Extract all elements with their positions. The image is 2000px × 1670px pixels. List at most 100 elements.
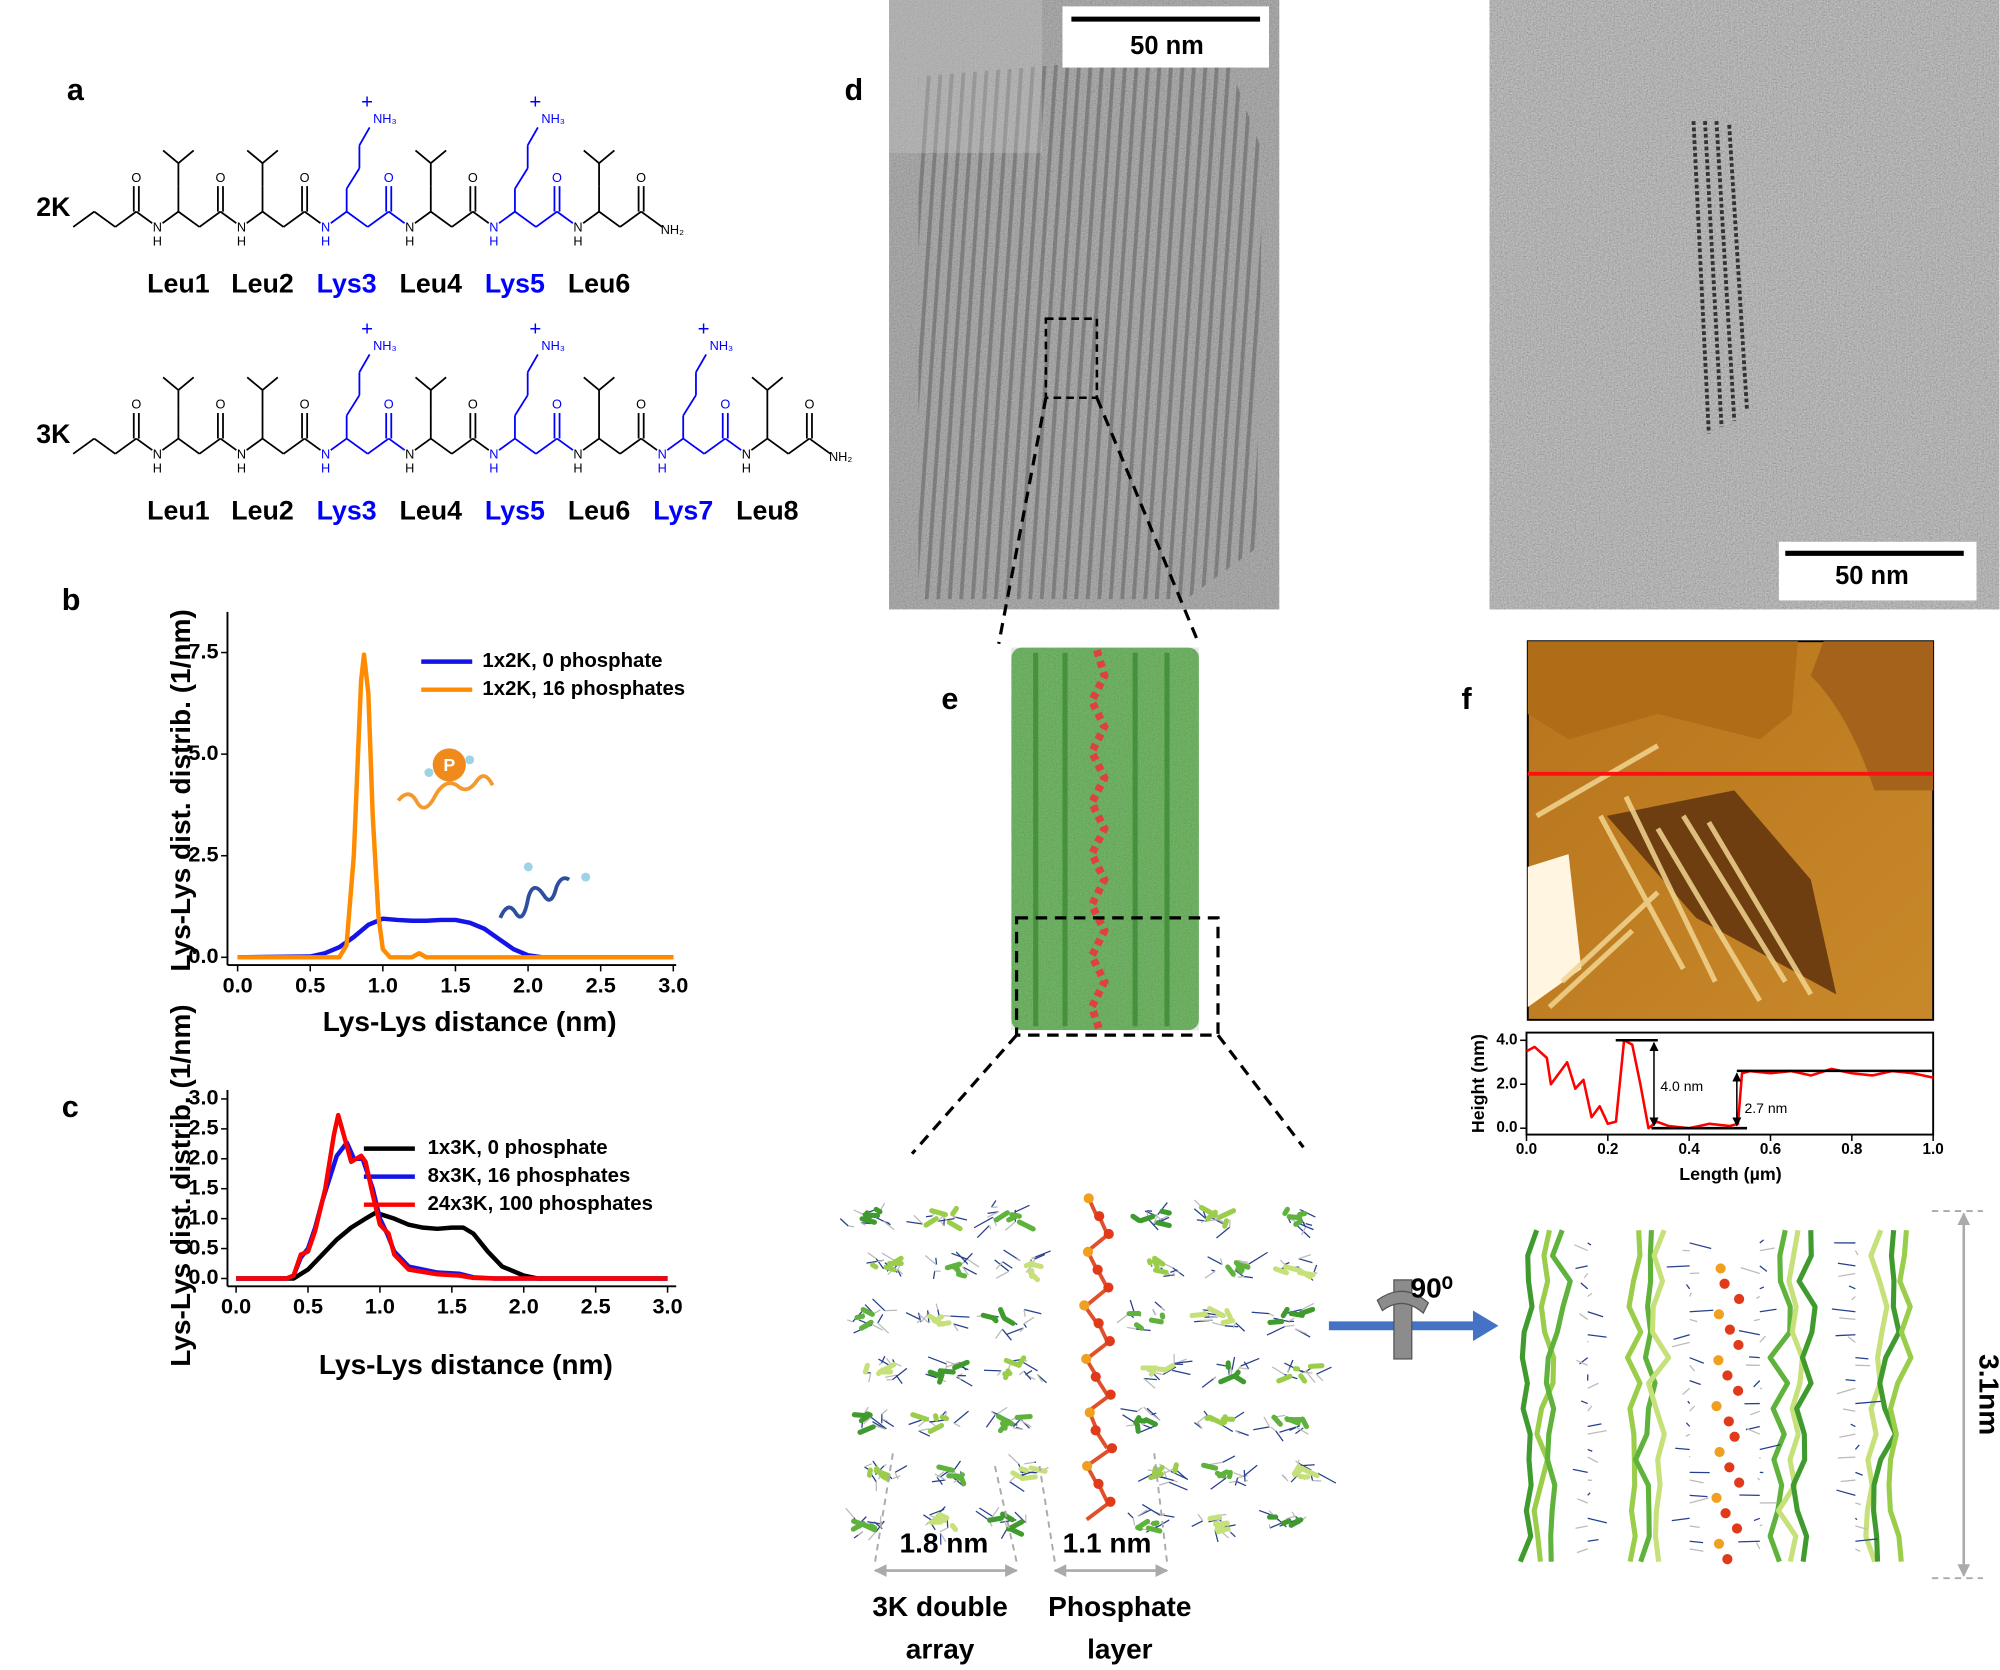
grey-stick	[881, 1252, 895, 1262]
green-stick	[1214, 1470, 1227, 1479]
bond	[766, 437, 789, 455]
grey-stick	[875, 1425, 885, 1430]
blue-stick	[1243, 1469, 1246, 1482]
green-stick	[1298, 1306, 1316, 1316]
atom-label: N	[742, 446, 751, 461]
y-tick-label: 0.5	[188, 1234, 218, 1259]
atom-label: +	[361, 92, 373, 114]
blue-stick	[867, 1521, 881, 1525]
lys-dot	[424, 768, 434, 777]
phosphate-atom	[1093, 1478, 1104, 1489]
green-stick	[1207, 1514, 1222, 1522]
atom-label: N	[573, 446, 582, 461]
blue-stick	[1855, 1471, 1863, 1476]
grey-stick	[1137, 1509, 1148, 1517]
blue-stick	[984, 1369, 1002, 1372]
green-stick	[857, 1424, 876, 1435]
green-stick	[952, 1263, 959, 1271]
panel-label: a	[67, 73, 85, 107]
atom-label: NH₃	[373, 111, 397, 126]
grey-stick	[1577, 1498, 1588, 1504]
bond	[72, 210, 95, 228]
blue-stick	[1222, 1455, 1236, 1463]
grey-stick	[962, 1266, 969, 1276]
blue-stick	[1174, 1360, 1193, 1364]
atom-label: O	[468, 397, 478, 412]
phosphate-atom	[1103, 1282, 1114, 1293]
x-tick-label: 1.0	[365, 1294, 395, 1319]
y-tick-label: 3.0	[188, 1085, 218, 1110]
structure-label: 3K	[36, 419, 71, 449]
grey-stick	[1235, 1430, 1241, 1435]
atom-mask	[571, 447, 585, 461]
y-tick-label: 7.5	[188, 638, 218, 663]
green-strand	[1543, 1229, 1573, 1562]
blue-stick	[1275, 1430, 1284, 1442]
green-stick	[1267, 1318, 1285, 1326]
grey-stick	[1579, 1313, 1589, 1320]
green-stick	[950, 1205, 959, 1217]
grey-stick	[1689, 1525, 1700, 1529]
chemical-structures: 2KO ONHLeu1ONHLeu2ONHNH₃+Lys3ONHLeu4ONHNH…	[36, 92, 852, 526]
grey-stick	[1271, 1366, 1285, 1375]
bond	[787, 437, 810, 455]
caption: layer	[1087, 1633, 1153, 1664]
zoom-line	[1095, 397, 1201, 645]
atom-label: O	[468, 170, 478, 185]
bond	[177, 376, 195, 391]
grey-stick	[1197, 1422, 1203, 1429]
bond	[514, 210, 537, 228]
grey-stick	[878, 1362, 883, 1366]
phosphate-atom	[1082, 1246, 1094, 1257]
grey-stick	[1132, 1517, 1136, 1526]
blue-stick	[1689, 1357, 1705, 1364]
blue-stick	[1855, 1357, 1869, 1360]
blue-stick	[875, 1258, 885, 1270]
bond	[430, 376, 447, 391]
grey-stick	[1232, 1322, 1237, 1329]
green-stick	[936, 1511, 950, 1521]
grey-stick	[1303, 1371, 1313, 1374]
grey-stick	[1031, 1256, 1036, 1260]
residue-label: Leu4	[400, 269, 463, 299]
green-stick	[868, 1523, 878, 1531]
atom-label: O	[300, 397, 310, 412]
bond	[261, 149, 279, 164]
legend-label: 1x3K, 0 phosphate	[428, 1137, 608, 1159]
green-stick	[987, 1515, 1004, 1523]
blue-stick	[1266, 1325, 1285, 1336]
phosphate-atom	[1734, 1477, 1745, 1488]
phosphate-atom	[1103, 1228, 1114, 1240]
afm-terrace	[1810, 641, 1934, 791]
y-tick-label: 2.5	[188, 841, 218, 866]
bond	[583, 376, 600, 391]
y-tick-label: 2.0	[1496, 1075, 1517, 1092]
blue-stick	[931, 1479, 946, 1483]
atom-label: H	[742, 460, 751, 475]
panel-label: e	[941, 682, 958, 716]
grey-stick	[1689, 1405, 1696, 1412]
phosphate-atom	[1724, 1462, 1735, 1473]
blue-stick	[1689, 1540, 1704, 1544]
blue-stick	[1855, 1538, 1878, 1542]
grey-stick	[885, 1374, 897, 1379]
atom-label: H	[489, 460, 498, 475]
x-tick-label: 0.0	[223, 972, 253, 997]
grey-stick	[1685, 1433, 1690, 1438]
tem-image: 50 nm	[1489, 0, 2000, 610]
blue-stick	[1023, 1323, 1027, 1328]
green-stick	[952, 1359, 970, 1371]
x-axis-label: Lys-Lys distance (nm)	[319, 1349, 613, 1380]
blue-stick	[925, 1215, 933, 1218]
grey-stick	[917, 1419, 927, 1427]
green-stick	[997, 1420, 1010, 1434]
grey-stick	[1838, 1272, 1856, 1277]
blue-stick	[1572, 1468, 1588, 1474]
grey-stick	[1163, 1470, 1168, 1479]
blue-stick	[1587, 1539, 1599, 1542]
phosphate-chain	[1087, 649, 1109, 1032]
blue-stick	[925, 1373, 937, 1379]
residue-label: Leu6	[568, 496, 630, 526]
green-strand	[1886, 1229, 1914, 1562]
